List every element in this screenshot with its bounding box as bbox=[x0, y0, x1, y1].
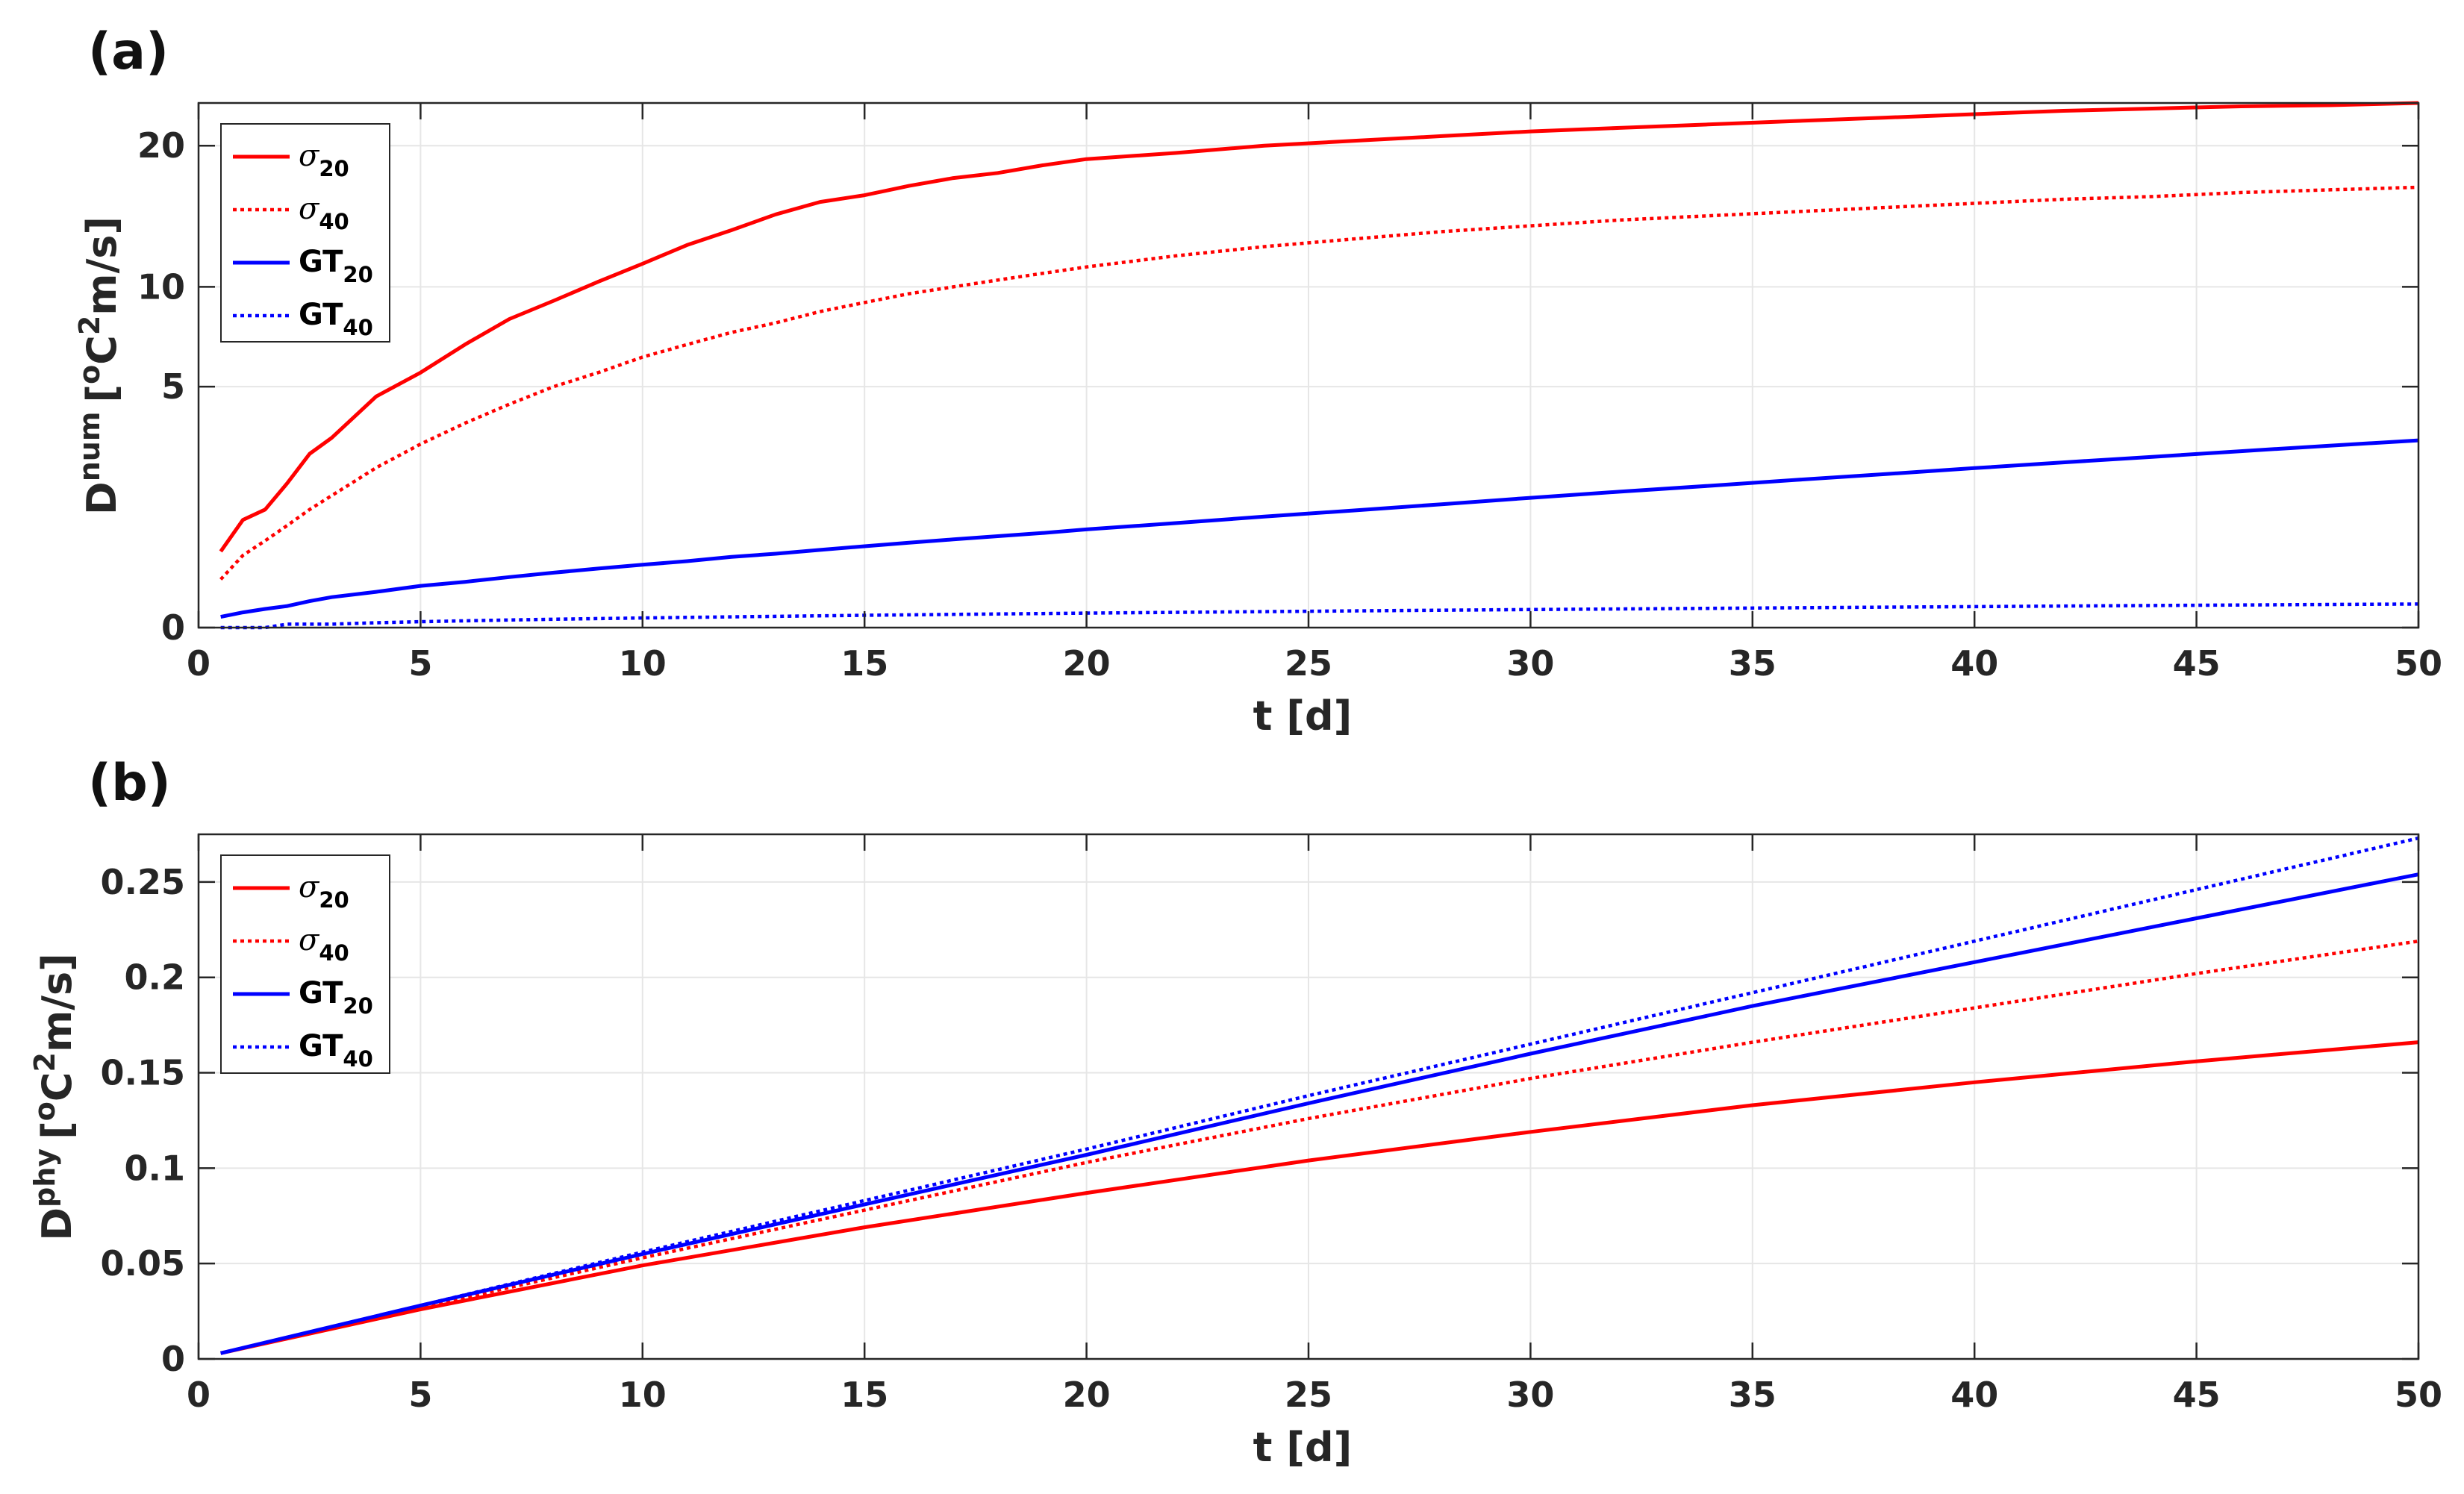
panel-b-label: (b) bbox=[88, 754, 171, 813]
series-line-solid-blue bbox=[220, 872, 2419, 1355]
x-tick-label: 0 bbox=[187, 1375, 210, 1415]
y-tick-label: 10 bbox=[137, 266, 185, 307]
legend-entry-label: GT40 bbox=[299, 298, 373, 340]
y-tick-label: 20 bbox=[137, 125, 185, 166]
y-axis-label-a: Dnum[oC2m/s] bbox=[73, 216, 125, 515]
y-tick-label: 0.15 bbox=[101, 1053, 186, 1093]
ticks-b: 0 5 10 15 20 25 30 35 40 45 50 0 0.05 0.1 0.15 0.2 0.25 bbox=[101, 834, 2442, 1415]
panel-a-label: (a) bbox=[88, 22, 169, 81]
x-tick-label: 45 bbox=[2173, 643, 2221, 684]
x-tick-label: 20 bbox=[1063, 1375, 1111, 1415]
x-tick-label: 10 bbox=[619, 1375, 667, 1415]
legend-b: σ20 σ40 GT20 GT40 bbox=[220, 854, 390, 1074]
legend-entry-label: GT40 bbox=[299, 1029, 373, 1072]
y-tick-label: 0.25 bbox=[101, 862, 186, 902]
x-tick-label: 40 bbox=[1950, 1375, 1998, 1415]
series-line-dotted-red bbox=[220, 939, 2419, 1355]
y-tick-label: 5 bbox=[161, 366, 185, 407]
legend-box bbox=[220, 123, 390, 343]
x-tick-label: 25 bbox=[1285, 643, 1332, 684]
x-tick-label: 15 bbox=[840, 643, 888, 684]
grid-a bbox=[199, 103, 2418, 628]
x-tick-label: 10 bbox=[619, 643, 667, 684]
series-line-solid-blue bbox=[220, 438, 2419, 619]
grid-b bbox=[199, 834, 2418, 1359]
series-line-dotted-blue bbox=[220, 602, 2419, 630]
legend-entry-label: σ40 bbox=[299, 192, 349, 234]
x-tick-label: 30 bbox=[1506, 643, 1554, 684]
ticks-a: 0 5 10 15 20 25 30 35 40 45 50 0 5 10 20 bbox=[137, 103, 2442, 684]
series-line-dotted-blue bbox=[220, 836, 2419, 1355]
y-tick-label: 0.2 bbox=[125, 957, 186, 998]
x-tick-label: 15 bbox=[840, 1375, 888, 1415]
legend-entry-label: σ20 bbox=[299, 139, 349, 181]
x-tick-label: 30 bbox=[1506, 1375, 1554, 1415]
series-line-solid-red bbox=[220, 1040, 2419, 1355]
x-tick-label: 5 bbox=[408, 1375, 432, 1415]
y-tick-label: 0 bbox=[161, 607, 185, 648]
y-axis-label-b: Dphy[oC2m/s] bbox=[28, 953, 81, 1241]
series-a bbox=[219, 101, 2419, 630]
x-tick-label: 35 bbox=[1729, 643, 1777, 684]
y-tick-label: 0.05 bbox=[101, 1243, 186, 1284]
x-axis-label-b: t [d] bbox=[1253, 1424, 1353, 1471]
legend-entry-label: GT20 bbox=[299, 976, 373, 1019]
x-axis-label-a: t [d] bbox=[1253, 693, 1353, 740]
x-tick-label: 50 bbox=[2395, 1375, 2442, 1415]
legend-box bbox=[220, 854, 390, 1074]
series-b bbox=[220, 836, 2419, 1355]
x-tick-label: 25 bbox=[1285, 1375, 1332, 1415]
panel-b: (b) 0 5 10 15 20 25 30 35 40 45 5000.050.10.150.20… bbox=[28, 754, 2442, 1471]
legend-a: σ20 σ40 GT20 GT40 bbox=[220, 123, 390, 343]
panel-a: (a) 0 5 10 15 20 25 30 35 40 45 50 0 5 10 20 t [d] Dnu… bbox=[73, 22, 2442, 740]
series-line-dotted-red bbox=[219, 185, 2419, 581]
legend-entry-label: σ40 bbox=[299, 923, 349, 966]
x-tick-label: 5 bbox=[408, 643, 432, 684]
y-tick-label: 0 bbox=[161, 1339, 185, 1379]
x-tick-label: 35 bbox=[1729, 1375, 1777, 1415]
legend-entry-label: σ20 bbox=[299, 870, 349, 913]
x-tick-label: 40 bbox=[1950, 643, 1998, 684]
x-tick-label: 45 bbox=[2173, 1375, 2221, 1415]
x-tick-label: 20 bbox=[1063, 643, 1111, 684]
y-tick-label: 0.1 bbox=[125, 1148, 186, 1188]
legend-entry-label: GT20 bbox=[299, 245, 373, 287]
x-tick-label: 0 bbox=[187, 643, 210, 684]
x-tick-label: 50 bbox=[2395, 643, 2442, 684]
series-line-solid-red bbox=[219, 101, 2419, 553]
